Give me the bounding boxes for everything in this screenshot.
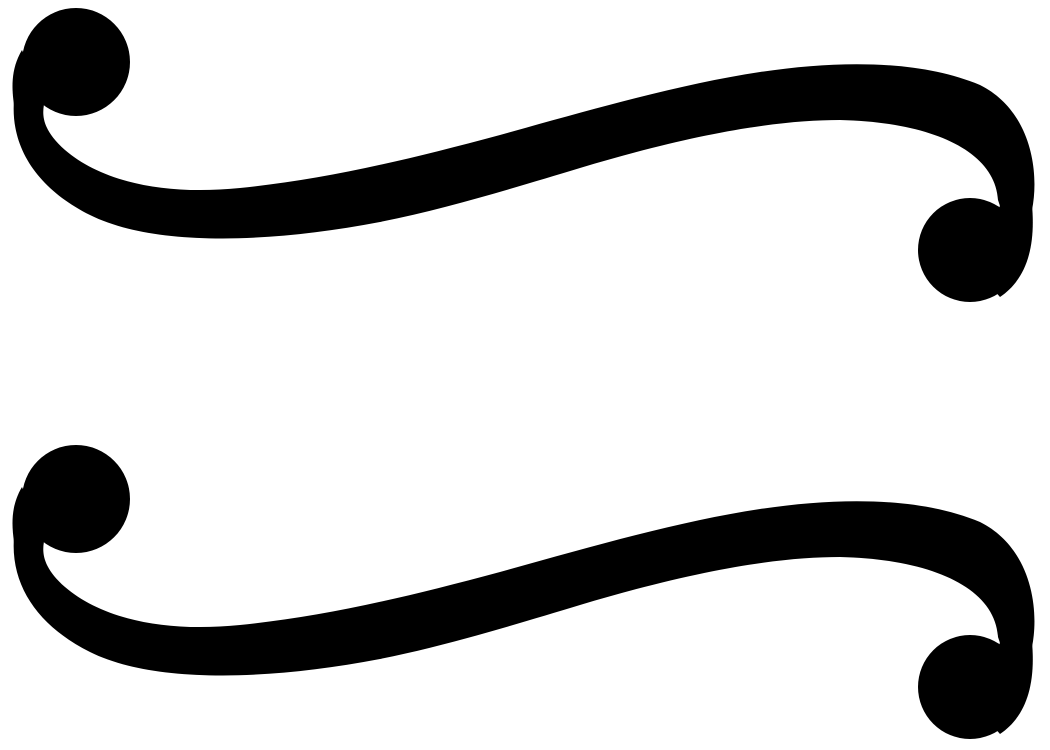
swash-top-stroke: [12, 8, 1035, 302]
swash-bottom-stroke: [12, 445, 1035, 739]
